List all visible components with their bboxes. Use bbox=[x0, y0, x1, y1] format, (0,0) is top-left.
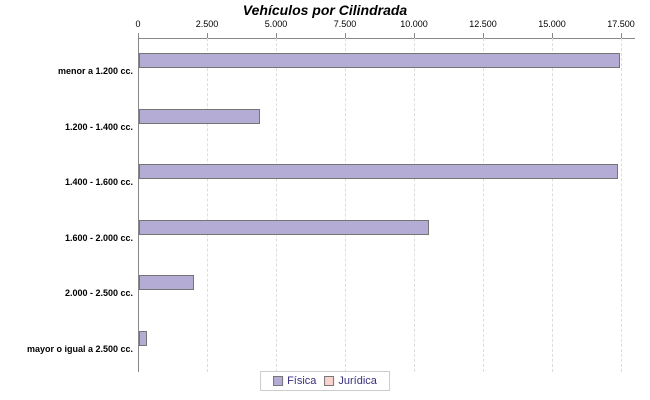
x-tick-label: 12.500 bbox=[469, 19, 497, 29]
legend-item-fisica: Física bbox=[273, 375, 316, 387]
legend-label-fisica: Física bbox=[287, 375, 317, 387]
x-tick-label: 10.000 bbox=[400, 19, 428, 29]
legend: Física Jurídica bbox=[260, 371, 390, 391]
category-label: menor a 1.200 cc. bbox=[57, 66, 133, 76]
bar-fisica bbox=[139, 164, 618, 179]
x-tick-mark bbox=[207, 33, 208, 38]
legend-swatch-fisica bbox=[273, 376, 284, 386]
gridline bbox=[414, 38, 415, 372]
bar-fisica bbox=[139, 330, 147, 346]
x-tick-label: 15.000 bbox=[538, 19, 566, 29]
category-label: 1.200 - 1.400 cc. bbox=[64, 121, 133, 132]
x-tick-mark bbox=[483, 33, 484, 38]
x-tick-mark bbox=[621, 33, 622, 38]
category-label: 1.400 - 1.600 cc. bbox=[64, 177, 133, 187]
x-tick-label: 0 bbox=[135, 19, 141, 29]
y-axis-line bbox=[138, 38, 139, 372]
gridline bbox=[345, 38, 346, 372]
x-tick-label: 7.500 bbox=[333, 19, 357, 29]
category-label: mayor o igual a 2.500 cc. bbox=[26, 343, 133, 354]
legend-item-juridica: Jurídica bbox=[324, 375, 377, 387]
legend-swatch-juridica bbox=[324, 376, 335, 386]
x-tick-label: 2.500 bbox=[195, 19, 219, 29]
x-tick-label: 17.500 bbox=[607, 19, 635, 29]
gridline bbox=[276, 38, 277, 372]
x-axis-line bbox=[138, 38, 635, 39]
category-label: 1.600 - 2.000 cc. bbox=[64, 232, 133, 243]
x-tick-mark bbox=[138, 33, 139, 38]
category-label: 2.000 - 2.500 cc. bbox=[64, 288, 133, 298]
gridline bbox=[621, 38, 622, 372]
gridline bbox=[552, 38, 553, 372]
chart-title: Vehículos por Cilindrada bbox=[242, 2, 408, 18]
x-tick-mark bbox=[345, 33, 346, 38]
x-tick-mark bbox=[552, 33, 553, 38]
gridline bbox=[483, 38, 484, 372]
bar-fisica bbox=[139, 219, 429, 235]
x-tick-mark bbox=[414, 33, 415, 38]
bar-fisica bbox=[139, 275, 194, 290]
x-tick-label: 5.000 bbox=[264, 19, 288, 29]
x-tick-mark bbox=[276, 33, 277, 38]
bar-fisica bbox=[139, 108, 260, 124]
bar-fisica bbox=[139, 53, 620, 68]
legend-label-juridica: Jurídica bbox=[338, 375, 377, 387]
gridline bbox=[207, 38, 208, 372]
